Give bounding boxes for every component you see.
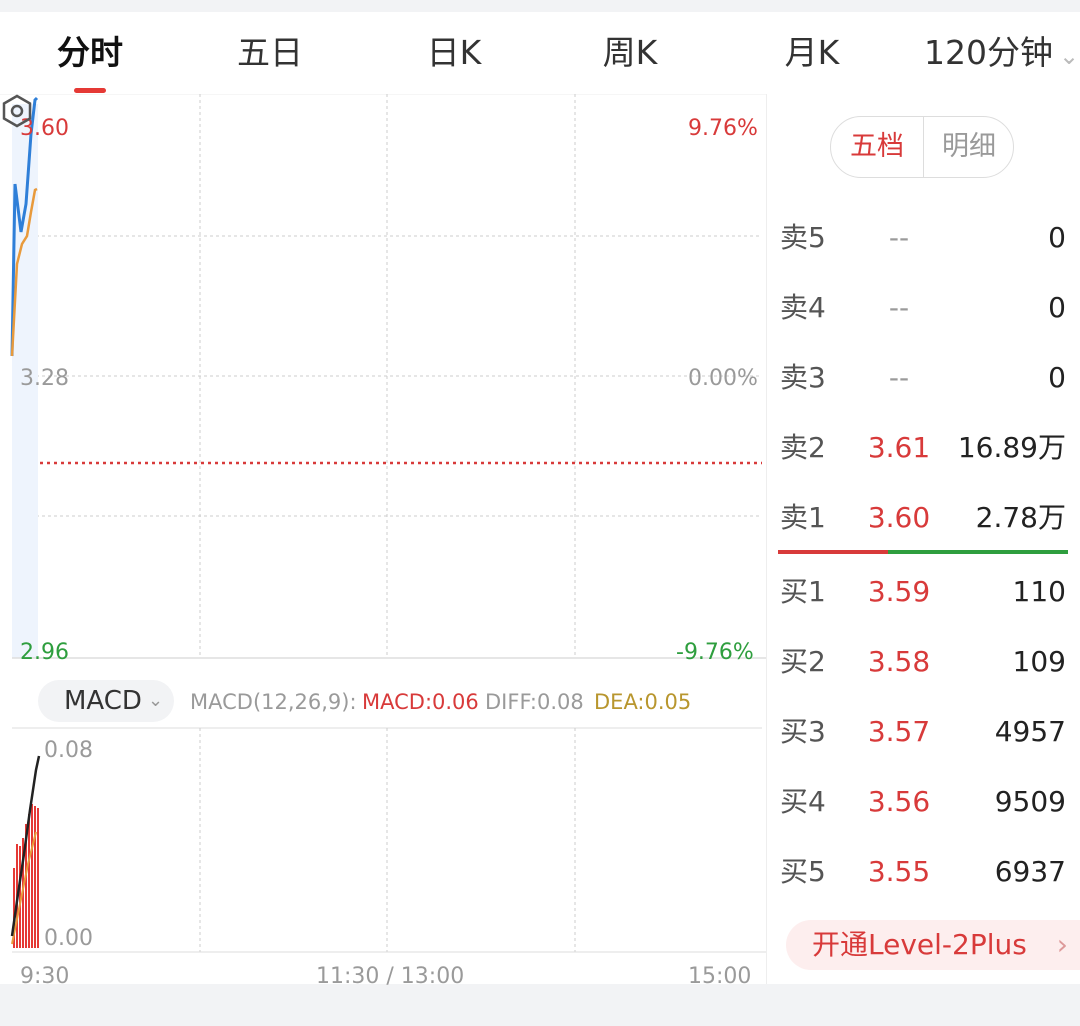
ask-price: 3.61 [867, 431, 931, 464]
level2-upgrade-button[interactable]: 开通Level-2Plus › [786, 920, 1080, 970]
macd-value: MACD:0.06 [362, 690, 479, 714]
pct-axis-mid: 0.00% [688, 366, 758, 391]
bid-row-3: 买3 3.57 4957 [780, 712, 1070, 752]
bid-price: 3.55 [867, 855, 931, 888]
bid-volume: 109 [1012, 645, 1066, 678]
ask-volume: 0 [1048, 361, 1066, 394]
macd-bar [19, 846, 21, 948]
chevron-down-icon: ⌄ [1059, 42, 1080, 70]
bid-row-2: 买2 3.58 109 [780, 642, 1070, 682]
bid-volume: 4957 [994, 715, 1066, 748]
price-axis-mid: 3.28 [20, 366, 69, 391]
bid-volume: 9509 [994, 785, 1066, 818]
macd-bar [31, 804, 33, 948]
ask-volume: 0 [1048, 291, 1066, 324]
pct-axis-high: 9.76% [688, 116, 758, 141]
price-line [10, 96, 39, 357]
active-tab-indicator [74, 88, 106, 93]
bid-label: 买1 [780, 575, 826, 608]
bid-price: 3.59 [867, 575, 931, 608]
ask-label: 卖3 [780, 361, 826, 394]
time-axis-midday: 11:30 / 13:00 [316, 964, 465, 989]
macd-bar [37, 808, 39, 948]
bid-price: 3.58 [867, 645, 931, 678]
ask-price: -- [888, 221, 910, 254]
bid-label: 买5 [780, 855, 826, 888]
tab-intraday[interactable]: 分时 [57, 33, 123, 72]
ask-ratio-segment [778, 550, 888, 554]
dea-value: DEA:0.05 [594, 690, 692, 714]
chart-canvas [0, 94, 766, 953]
macd-bar [25, 824, 27, 948]
intraday-chart[interactable]: 3.60 3.28 2.96 9.76% 0.00% -9.76% MACD ⌄… [0, 94, 766, 989]
ask-row-4: 卖4 -- 0 [780, 288, 1070, 328]
indicator-selected: MACD [64, 686, 142, 716]
bid-volume: 6937 [994, 855, 1066, 888]
ask-row-5: 卖5 -- 0 [780, 218, 1070, 258]
tab-five-level[interactable]: 五档 [850, 131, 904, 162]
bid-label: 买2 [780, 645, 826, 678]
average-price-line [10, 187, 38, 357]
tab-weekly-k[interactable]: 周K [602, 33, 658, 72]
chevron-right-icon: › [1056, 928, 1068, 961]
macd-axis-bottom: 0.00 [44, 926, 93, 951]
ask-row-2: 卖2 3.61 16.89万 [780, 428, 1070, 468]
tab-120-minute[interactable]: 120分钟 ⌄ [924, 30, 1080, 76]
ask-volume: 0 [1048, 221, 1066, 254]
tab-five-day[interactable]: 五日 [237, 33, 303, 72]
ask-price: -- [888, 361, 910, 394]
ask-label: 卖4 [780, 291, 826, 324]
bid-ask-ratio-bar [778, 550, 1068, 554]
ask-label: 卖5 [780, 221, 826, 254]
macd-bar [13, 868, 15, 948]
bid-price: 3.57 [867, 715, 931, 748]
ask-volume: 2.78万 [975, 501, 1066, 534]
ask-price: 3.60 [867, 501, 931, 534]
ask-row-1: 卖1 3.60 2.78万 [780, 498, 1070, 538]
tab-120-minute-label: 120分钟 [924, 33, 1053, 72]
upgrade-label: 开通Level-2Plus [812, 928, 1027, 961]
bid-ratio-segment [888, 550, 1068, 554]
pct-axis-low: -9.76% [676, 640, 754, 665]
macd-bar [34, 806, 36, 948]
ask-label: 卖1 [780, 501, 826, 534]
ask-label: 卖2 [780, 431, 826, 464]
bid-row-4: 买4 3.56 9509 [780, 782, 1070, 822]
bid-row-1: 买1 3.59 110 [780, 572, 1070, 612]
bid-label: 买3 [780, 715, 826, 748]
macd-bar [28, 814, 30, 948]
price-axis-low: 2.96 [20, 640, 69, 665]
diff-line [10, 755, 41, 937]
tab-monthly-k[interactable]: 月K [784, 33, 840, 72]
settings-hexagon-icon[interactable] [0, 94, 34, 128]
indicator-selector[interactable]: MACD ⌄ [38, 680, 174, 722]
panel-divider [766, 94, 767, 984]
dea-line [11, 831, 37, 945]
toggle-divider [923, 117, 924, 177]
chart-tabs: 分时 五日 日K 周K 月K 120分钟 ⌄ [0, 12, 1080, 94]
time-axis-open: 9:30 [20, 964, 70, 989]
bid-volume: 110 [1012, 575, 1066, 608]
bid-price: 3.56 [867, 785, 931, 818]
ask-row-3: 卖3 -- 0 [780, 358, 1070, 398]
macd-params: MACD(12,26,9): [190, 690, 357, 714]
orderbook-toggle: 五档 明细 [830, 116, 1014, 178]
bid-row-5: 买5 3.55 6937 [780, 852, 1070, 892]
ask-price: -- [888, 291, 910, 324]
diff-value: DIFF:0.08 [485, 690, 584, 714]
macd-axis-top: 0.08 [44, 738, 93, 763]
tab-daily-k[interactable]: 日K [426, 33, 482, 72]
chevron-down-icon: ⌄ [148, 690, 164, 711]
tab-detail[interactable]: 明细 [942, 131, 996, 162]
bid-label: 买4 [780, 785, 826, 818]
stock-panel: 分时 五日 日K 周K 月K 120分钟 ⌄ [0, 12, 1080, 989]
ask-volume: 16.89万 [957, 431, 1066, 464]
time-axis-close: 15:00 [688, 964, 752, 989]
